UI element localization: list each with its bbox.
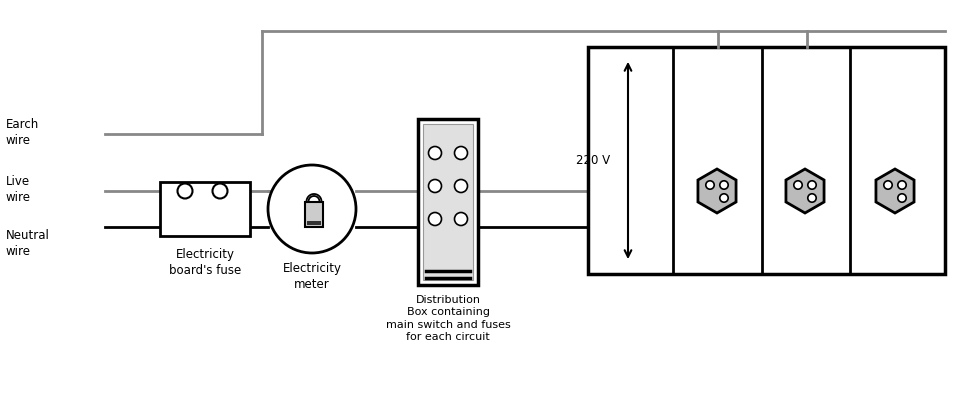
Circle shape bbox=[884, 181, 892, 189]
Text: 220 V: 220 V bbox=[576, 154, 610, 167]
Text: Distribution
Box containing
main switch and fuses
for each circuit: Distribution Box containing main switch … bbox=[386, 295, 511, 342]
Bar bbox=[588, 47, 945, 274]
Bar bbox=[418, 119, 478, 285]
Circle shape bbox=[808, 181, 816, 189]
Circle shape bbox=[428, 147, 442, 160]
Text: Electricity
meter: Electricity meter bbox=[283, 262, 341, 291]
Circle shape bbox=[705, 181, 714, 189]
Bar bbox=[305, 202, 323, 227]
Circle shape bbox=[454, 212, 467, 225]
Polygon shape bbox=[876, 169, 914, 213]
Polygon shape bbox=[698, 169, 736, 213]
Circle shape bbox=[898, 194, 906, 202]
Circle shape bbox=[428, 179, 442, 192]
Circle shape bbox=[808, 194, 816, 202]
Bar bbox=[160, 182, 250, 236]
Text: Electricity
board's fuse: Electricity board's fuse bbox=[169, 248, 241, 277]
Circle shape bbox=[177, 184, 193, 199]
Circle shape bbox=[428, 212, 442, 225]
Text: Neutral
wire: Neutral wire bbox=[6, 229, 49, 258]
Circle shape bbox=[454, 147, 467, 160]
Circle shape bbox=[268, 165, 356, 253]
Circle shape bbox=[720, 194, 728, 202]
Circle shape bbox=[794, 181, 802, 189]
Text: Earch
wire: Earch wire bbox=[6, 117, 40, 147]
Bar bbox=[307, 220, 321, 225]
Text: Live
wire: Live wire bbox=[6, 174, 31, 204]
Circle shape bbox=[720, 181, 728, 189]
Circle shape bbox=[454, 179, 467, 192]
Circle shape bbox=[212, 184, 228, 199]
Circle shape bbox=[898, 181, 906, 189]
Polygon shape bbox=[786, 169, 824, 213]
Bar bbox=[423, 124, 473, 280]
